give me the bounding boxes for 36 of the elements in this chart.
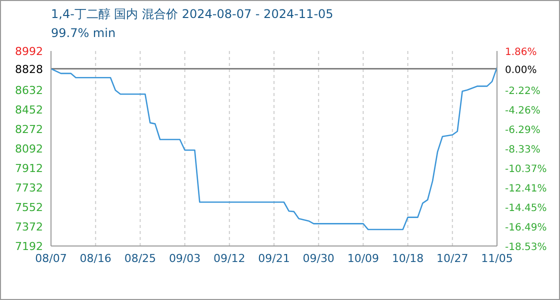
y-tick-label: 8092 (15, 142, 43, 156)
y-tick-label: 7552 (15, 201, 43, 214)
y-tick-label: 7912 (15, 162, 43, 175)
x-tick-label: 08/07 (35, 252, 67, 265)
x-tick-label: 09/12 (214, 252, 246, 265)
y2-tick-label: -16.49% (505, 222, 547, 234)
y-tick-label: 7732 (15, 182, 43, 194)
x-tick-label: 09/03 (168, 252, 201, 265)
y-tick-label: 8828 (15, 62, 43, 76)
y-tick-label: 8452 (15, 104, 43, 116)
chart-subtitle: 99.7% min (51, 26, 116, 40)
y2-tick-label: -8.33% (505, 144, 540, 156)
line-series (51, 66, 497, 230)
y2-tick-label: -10.37% (505, 164, 547, 175)
x-tick-label: 11/05 (481, 252, 513, 265)
y2-tick-label: -6.29% (505, 124, 540, 136)
x-tick-label: 08/16 (80, 252, 112, 265)
y2-tick-label: -18.53% (505, 242, 547, 253)
y-tick-label: 7372 (15, 220, 43, 234)
y2-tick-label: -2.22% (505, 86, 540, 98)
y2-tick-label: -14.45% (505, 202, 547, 214)
y2-tick-label: -4.26% (505, 106, 540, 117)
x-tick-label: 10/27 (436, 252, 468, 265)
y2-tick-label: 0.00% (505, 64, 537, 76)
chart-title: 1,4-丁二醇 国内 混合价 2024-08-07 - 2024-11-05 (51, 6, 334, 23)
y-tick-label: 8272 (15, 123, 43, 136)
y-tick-label: 8632 (15, 84, 43, 97)
x-tick-label: 09/30 (302, 252, 334, 265)
y-tick-label: 7192 (15, 240, 43, 253)
x-tick-label: 09/21 (258, 252, 290, 265)
x-tick-label: 10/09 (347, 252, 380, 265)
y-tick-label: 8992 (15, 45, 43, 58)
x-tick-label: 10/18 (392, 252, 424, 265)
y2-tick-label: -12.41% (505, 183, 547, 194)
y2-tick-label: 1.86% (505, 47, 537, 58)
x-tick-label: 08/25 (124, 252, 156, 265)
